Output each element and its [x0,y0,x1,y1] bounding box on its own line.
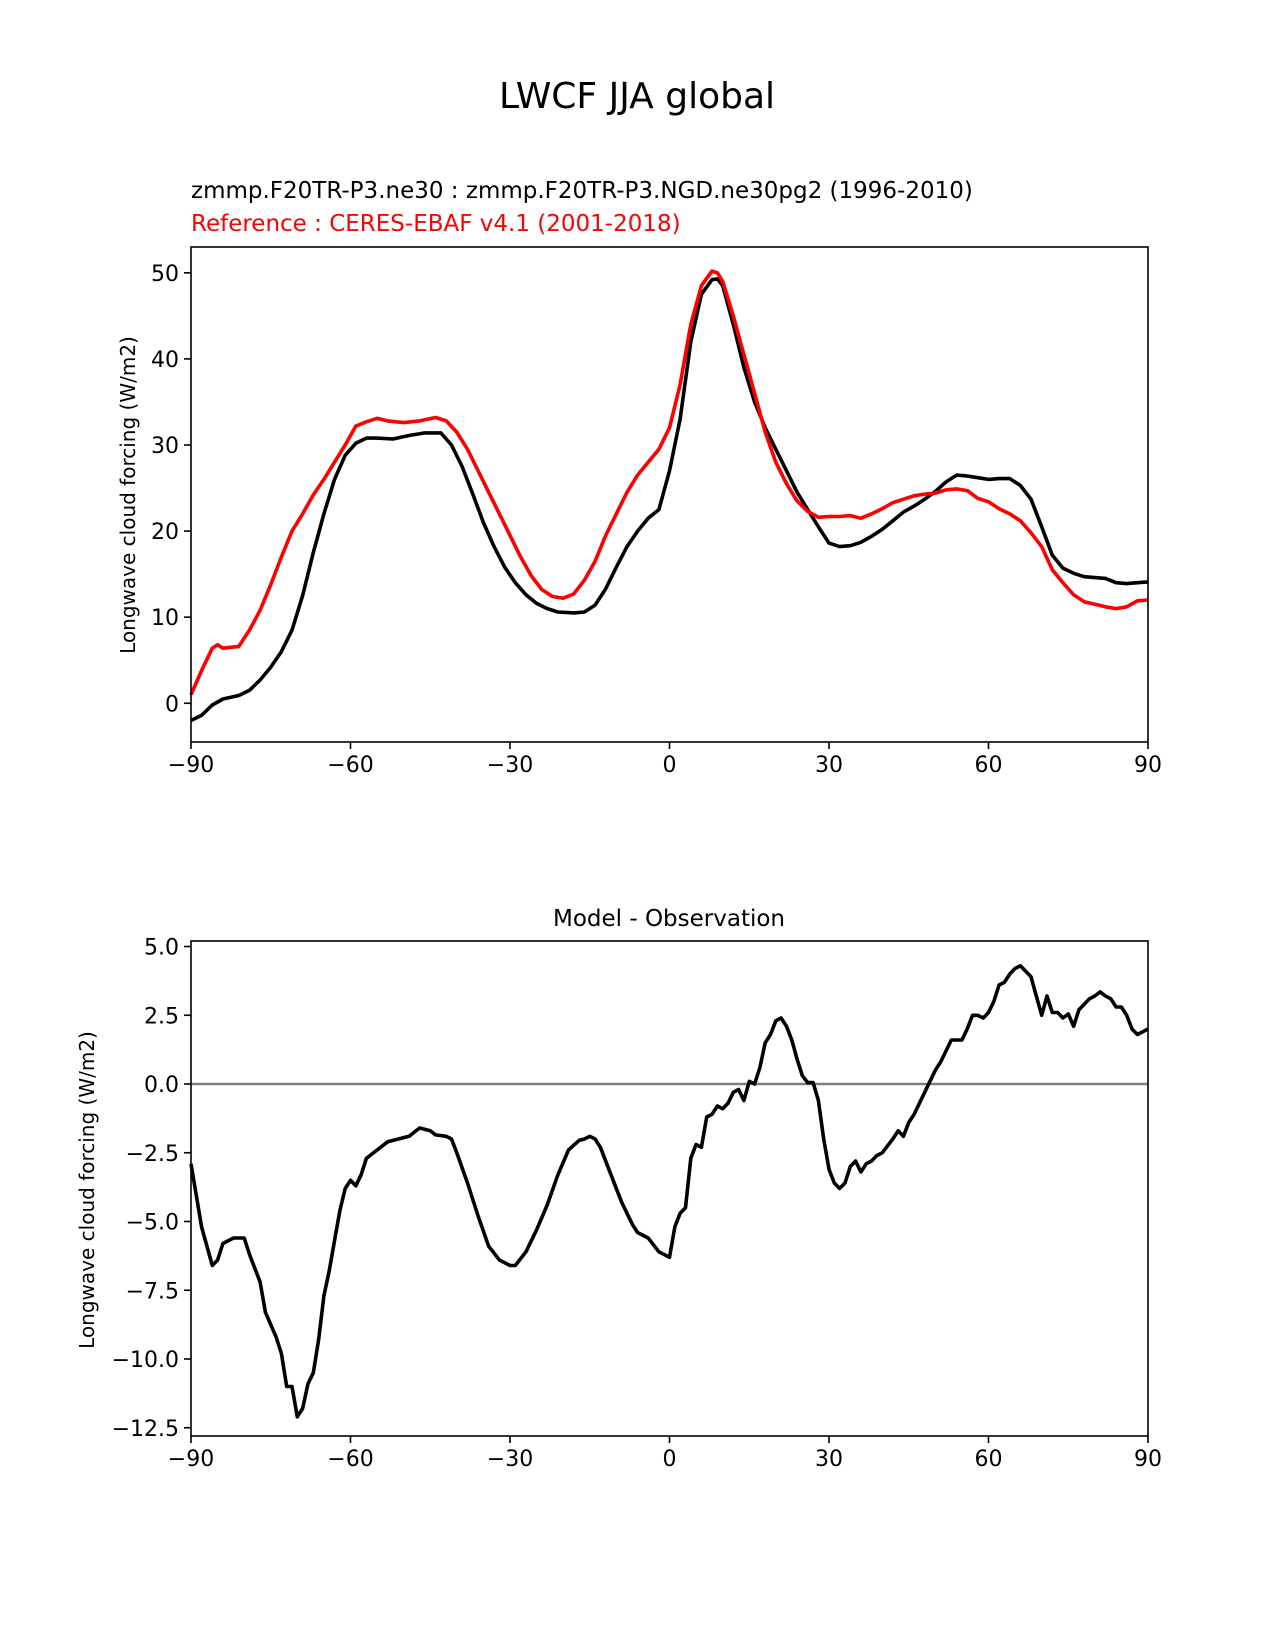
x-tick-label: 90 [1134,753,1162,778]
y-tick-label: −12.5 [112,1417,179,1442]
bottom-panel: Model - Observation Longwave cloud forci… [75,906,1162,1472]
y-tick-label: 50 [151,262,179,287]
y-tick-label: 2.5 [144,1004,179,1029]
x-tick-label: 60 [975,753,1003,778]
x-tick-label: −60 [327,1447,373,1472]
y-axis-label: Longwave cloud forcing (W/m2) [75,1031,99,1349]
plot-frame [190,246,1149,743]
y-tick-label: −7.5 [126,1279,179,1304]
y-tick-label: −2.5 [126,1142,179,1167]
y-axis-label: Longwave cloud forcing (W/m2) [116,336,140,654]
reference-subtitle: Reference : CERES-EBAF v4.1 (2001-2018) [191,211,681,237]
y-tick-label: −10.0 [112,1348,179,1373]
top-panel: zmmp.F20TR-P3.ne30 : zmmp.F20TR-P3.NGD.n… [116,178,1162,778]
x-tick-label: 90 [1134,1447,1162,1472]
y-tick-label: 20 [151,520,179,545]
x-tick-label: −60 [327,753,373,778]
series-line-difference [189,964,1149,1419]
y-tick-label: 0 [165,692,179,717]
x-tick-label: 0 [663,1447,677,1472]
x-tick-label: −90 [168,1447,214,1472]
x-tick-label: 0 [663,753,677,778]
y-tick-label: 30 [151,434,179,459]
figure-title: LWCF JJA global [499,76,775,117]
y-tick-label: −5.0 [126,1211,179,1236]
y-tick-label: 0.0 [144,1073,179,1098]
y-tick-label: 40 [151,348,179,373]
x-tick-label: 30 [815,1447,843,1472]
x-tick-label: −90 [168,753,214,778]
x-tick-label: −30 [487,753,533,778]
series-line-model [190,277,1149,723]
difference-title: Model - Observation [553,906,785,932]
x-tick-label: 60 [975,1447,1003,1472]
series-line-reference [189,269,1149,696]
x-tick-label: −30 [487,1447,533,1472]
y-tick-label: 10 [151,606,179,631]
model-subtitle: zmmp.F20TR-P3.ne30 : zmmp.F20TR-P3.NGD.n… [191,178,973,204]
y-tick-label: 5.0 [144,936,179,961]
x-tick-label: 30 [815,753,843,778]
plot-frame [190,940,1149,1437]
